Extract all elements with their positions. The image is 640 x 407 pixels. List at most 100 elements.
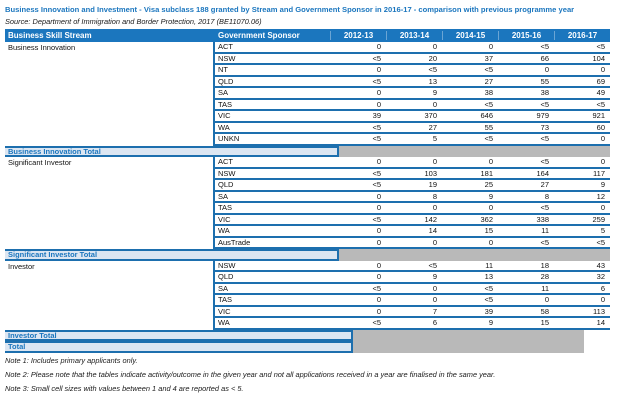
total-row-business-innovation-label: Business Innovation Total <box>5 145 340 157</box>
cell-value-2012-13: 0 <box>376 157 381 167</box>
cell-stream <box>5 169 213 181</box>
cell-value-2014-15: 9 <box>488 191 493 201</box>
cell-value-2015-16: 66 <box>540 53 549 63</box>
cell-value-2013-14: <5 <box>428 65 437 75</box>
total-row-investor: Investor Total <box>5 329 610 341</box>
cell-value-2012-13: <5 <box>372 168 381 178</box>
cell-value-2016-17: 60 <box>596 122 605 132</box>
cell-value-2016-17: <5 <box>596 99 605 109</box>
cell-stream <box>5 134 213 146</box>
row-data-cells: NT 0 <5 <5 0 0 <box>213 65 610 77</box>
cell-value-2015-16: 11 <box>541 226 549 236</box>
cell-value-2012-13: 0 <box>376 237 381 247</box>
cell-value-2014-15: <5 <box>484 134 493 144</box>
row-data-cells: TAS 0 0 0 <5 0 <box>213 203 610 215</box>
row-data-cells: WA 0 14 15 11 5 <box>213 226 610 238</box>
cell-value-2012-13: 0 <box>376 88 381 98</box>
cell-value-2013-14: 13 <box>428 76 437 86</box>
row-data-cells: WA <5 27 55 73 60 <box>213 122 610 134</box>
cell-sponsor: SA <box>218 191 229 201</box>
table-row: WA <5 6 9 15 14 <box>5 318 610 330</box>
cell-value-2015-16: 73 <box>540 122 549 132</box>
cell-sponsor: WA <box>218 226 230 236</box>
cell-value-2013-14: 0 <box>432 99 437 109</box>
cell-sponsor: UNKN <box>218 134 240 144</box>
cell-stream <box>5 65 213 77</box>
cell-value-2014-15: 25 <box>484 180 493 190</box>
cell-value-2015-16: <5 <box>540 42 549 52</box>
row-data-cells: TAS 0 0 <5 <5 <5 <box>213 99 610 111</box>
cell-value-2015-16: 27 <box>540 180 549 190</box>
cell-value-2013-14: 27 <box>428 122 437 132</box>
cell-value-2014-15: <5 <box>484 295 493 305</box>
table-row: QLD <5 13 27 55 69 <box>5 76 610 88</box>
cell-value-2014-15: 13 <box>484 272 493 282</box>
header-year-2014-15: 2014-15 <box>442 31 498 40</box>
table-row: VIC 39 370 646 979 921 <box>5 111 610 123</box>
cell-value-2012-13: 0 <box>376 295 381 305</box>
cell-value-2014-15: 362 <box>480 214 493 224</box>
total-row-significant-investor: Significant Investor Total <box>5 249 610 261</box>
total-row-significant-investor-label: Significant Investor Total <box>5 249 340 261</box>
cell-sponsor: SA <box>218 283 229 293</box>
cell-value-2013-14: 9 <box>432 272 437 282</box>
table-row: SA 0 9 38 38 49 <box>5 88 610 100</box>
cell-value-2012-13: 0 <box>376 306 381 316</box>
cell-value-2015-16: 11 <box>541 283 549 293</box>
table-row: TAS 0 0 <5 0 0 <box>5 295 610 307</box>
cell-sponsor: AusTrade <box>218 237 251 247</box>
cell-value-2016-17: 113 <box>593 306 605 316</box>
cell-value-2012-13: 0 <box>376 99 381 109</box>
row-data-cells: VIC <5 142 362 338 259 <box>213 214 610 226</box>
cell-value-2013-14: 14 <box>428 226 437 236</box>
cell-value-2013-14: 5 <box>432 134 437 144</box>
cell-value-2013-14: 0 <box>432 283 437 293</box>
row-data-cells: ACT 0 0 0 <5 <5 <box>213 42 610 54</box>
row-data-cells: ACT 0 0 0 <5 0 <box>213 157 610 169</box>
cell-value-2014-15: 0 <box>488 42 493 52</box>
cell-value-2012-13: <5 <box>372 53 381 63</box>
cell-value-2013-14: 20 <box>428 53 437 63</box>
cell-value-2015-16: 338 <box>536 214 549 224</box>
cell-value-2016-17: 69 <box>596 76 605 86</box>
header-government-sponsor: Government Sponsor <box>218 31 300 40</box>
cell-sponsor: NSW <box>218 53 236 63</box>
cell-stream <box>5 192 213 204</box>
cell-value-2012-13: <5 <box>372 318 381 328</box>
grand-total-row-gray-band <box>353 341 584 353</box>
table-row: Business Innovation ACT 0 0 0 <5 <5 <box>5 42 610 54</box>
row-data-cells: TAS 0 0 <5 0 0 <box>213 295 610 307</box>
cell-value-2015-16: 0 <box>544 65 549 75</box>
table-row: Investor NSW 0 <5 11 18 43 <box>5 260 610 272</box>
cell-value-2014-15: 39 <box>484 306 493 316</box>
table-row: NSW <5 103 181 164 117 <box>5 168 610 181</box>
row-data-cells: NSW 0 <5 11 18 43 <box>213 260 610 272</box>
visa-grants-table: Business Skill Stream Government Sponsor… <box>5 29 610 353</box>
cell-value-2015-16: 164 <box>536 168 549 178</box>
table-body: Business Innovation ACT 0 0 0 <5 <5 NSW <5 20 37 66… <box>5 42 610 353</box>
cell-sponsor: TAS <box>218 295 233 305</box>
cell-value-2016-17: 14 <box>596 318 605 328</box>
cell-sponsor: NSW <box>218 168 236 178</box>
cell-value-2014-15: 0 <box>488 157 493 167</box>
cell-value-2016-17: 5 <box>600 226 605 236</box>
cell-value-2013-14: 0 <box>432 295 437 305</box>
cell-value-2016-17: 32 <box>596 272 605 282</box>
cell-value-2015-16: <5 <box>540 134 549 144</box>
cell-value-2016-17: 0 <box>600 203 605 213</box>
header-year-2015-16: 2015-16 <box>498 31 554 40</box>
cell-value-2013-14: 0 <box>432 237 437 247</box>
cell-stream <box>5 203 213 215</box>
cell-value-2016-17: 259 <box>592 214 605 224</box>
cell-value-2014-15: 11 <box>485 260 493 270</box>
cell-value-2013-14: 9 <box>432 88 437 98</box>
cell-value-2014-15: 646 <box>480 111 493 121</box>
cell-stream <box>5 226 213 238</box>
cell-value-2013-14: 0 <box>432 157 437 167</box>
cell-value-2013-14: 0 <box>432 42 437 52</box>
cell-value-2016-17: 0 <box>600 134 605 144</box>
cell-stream <box>5 307 213 319</box>
cell-value-2015-16: <5 <box>540 203 549 213</box>
cell-stream: Significant Investor <box>8 158 72 168</box>
cell-stream <box>5 272 213 284</box>
